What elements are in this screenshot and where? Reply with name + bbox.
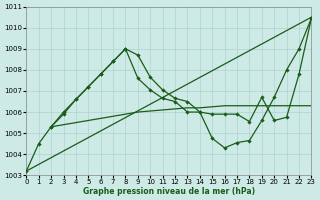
X-axis label: Graphe pression niveau de la mer (hPa): Graphe pression niveau de la mer (hPa) [83, 187, 255, 196]
